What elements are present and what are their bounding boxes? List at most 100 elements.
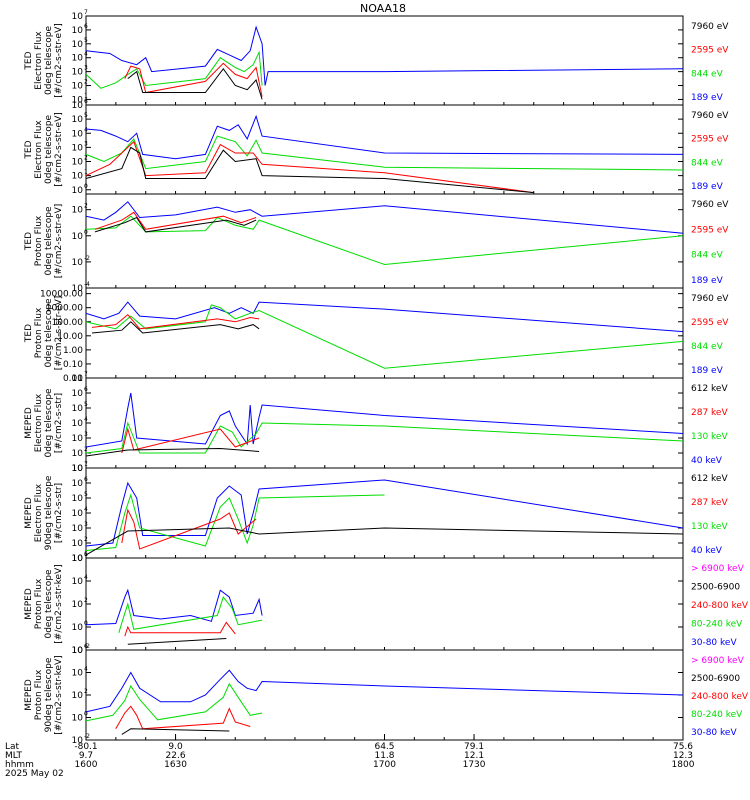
legend-entry: 80-240 keV: [691, 620, 743, 630]
y-axis-label-line: Proton Flux: [34, 669, 44, 720]
series-line-black: [91, 321, 260, 334]
series-line-blue: [86, 588, 263, 626]
legend-entry: 240-800 keV: [691, 601, 749, 611]
y-tick-exponent: 2: [84, 203, 88, 210]
series-group: [86, 114, 683, 194]
y-tick-exponent: 6: [84, 386, 88, 393]
y-tick-label: 10: [72, 40, 84, 50]
y-axis-label-line: [#/cm2-s-str-keV]: [54, 655, 64, 734]
y-tick-exponent: 1: [84, 92, 88, 99]
y-tick-label: 10: [72, 172, 84, 182]
y-tick-label: 10: [72, 449, 84, 459]
legend-entry: 80-240 keV: [691, 710, 743, 720]
series-line-blue: [86, 669, 683, 713]
y-tick-exponent: 0: [84, 229, 88, 236]
series-line-red: [124, 621, 236, 637]
legend-entry: 189 eV: [691, 182, 724, 192]
y-tick-label: 10: [72, 464, 84, 474]
y-axis-label-line: Proton Flux: [34, 578, 44, 629]
series-line-green: [86, 215, 683, 266]
y-tick-label: 10: [72, 12, 84, 22]
y-axis-label-line: [#/cm2-s-str-keV]: [54, 564, 64, 643]
y-tick-exponent: 3: [84, 65, 88, 72]
y-axis-label-line: 0deg telescope: [44, 298, 54, 368]
legend-entry: 30-80 keV: [691, 638, 737, 648]
y-tick-label: 10: [72, 669, 84, 679]
y-axis-label: MEPEDElectron Flux90deg telescope[#/cm2-…: [24, 475, 64, 550]
y-tick-label: 10: [72, 539, 84, 549]
y-tick-label: 10: [72, 115, 84, 125]
x-tick-lat: -80.1: [74, 742, 97, 752]
legend-entry: 189 eV: [691, 366, 724, 376]
legend-entry: 2500-6900: [691, 583, 740, 593]
series-group: [86, 392, 683, 457]
y-tick-exponent: 2: [84, 688, 88, 695]
series-line-green: [86, 421, 683, 454]
y-tick-label: 10: [72, 95, 84, 105]
legend-entry: 844 eV: [691, 251, 724, 261]
y-tick-label: 10: [72, 206, 84, 216]
y-tick-label: 10: [72, 434, 84, 444]
y-tick-label: 10: [72, 101, 84, 111]
y-tick-label: 10: [72, 26, 84, 36]
y-tick-label: 10: [72, 600, 84, 610]
y-tick-label: 10: [72, 389, 84, 399]
y-axis-label: MEPEDProton Flux0deg telescope[#/cm2-s-s…: [24, 564, 64, 643]
y-tick-label: 10: [72, 419, 84, 429]
series-line-green: [86, 493, 385, 551]
series-line-green: [86, 682, 263, 722]
series-line-black: [86, 146, 534, 194]
y-axis-label-line: [#/cm2-s-str-eV]: [54, 296, 64, 371]
series-line-red: [124, 62, 263, 97]
legend-entry: > 6900 keV: [691, 564, 745, 574]
y-axis-label-line: TED: [24, 51, 34, 70]
y-axis-label: TEDProton Flux0deg telescope[#/cm2-s-str…: [24, 296, 64, 371]
y-axis-label-line: Electron Flux: [34, 31, 44, 90]
series-line-red: [121, 427, 260, 454]
x-tick-hhmm: 1800: [672, 760, 695, 770]
y-axis-label-line: TED: [24, 140, 34, 159]
y-axis-label-line: MEPED: [24, 407, 34, 439]
y-axis-label-line: 0deg telescope: [44, 115, 54, 185]
x-tick-lat: 64.5: [374, 742, 394, 752]
x-row-label: MLT: [5, 751, 23, 761]
legend-entry: 2595 eV: [691, 135, 729, 145]
y-tick-label: 10: [72, 646, 84, 656]
x-tick-hhmm: 1730: [463, 760, 486, 770]
x-tick-mlt: 12.1: [464, 751, 484, 761]
y-tick-exponent: -2: [84, 733, 90, 740]
y-tick-exponent: 3: [84, 431, 88, 438]
series-line-blue: [86, 25, 683, 86]
series-group: [86, 588, 263, 645]
y-tick-label: 10: [72, 258, 84, 268]
legend-entry: > 6900 keV: [691, 656, 745, 666]
series-line-black: [86, 527, 683, 556]
y-tick-label: 10: [72, 509, 84, 519]
legend-entry: 2595 eV: [691, 225, 729, 235]
y-tick-exponent: 6: [84, 551, 88, 558]
series-line-green: [86, 50, 263, 89]
y-axis-label-line: [#/cm2-s-str-eV]: [54, 204, 64, 279]
y-tick-exponent: 2: [84, 155, 88, 162]
y-tick-label: 10: [72, 284, 84, 294]
y-tick-exponent: -2: [84, 643, 90, 650]
y-tick-exponent: 4: [84, 666, 88, 673]
y-tick-exponent: 2: [84, 446, 88, 453]
y-tick-label: 10: [72, 82, 84, 92]
y-axis-label-line: TED: [24, 232, 34, 251]
panel-frame: [85, 557, 684, 651]
legend-entry: 2595 eV: [691, 46, 729, 56]
y-tick-label: 10: [72, 158, 84, 168]
y-tick-exponent: 4: [84, 126, 88, 133]
y-tick-label: 1000.00: [46, 304, 83, 314]
y-tick-label: 10: [72, 524, 84, 534]
legend-entry: 287 keV: [691, 498, 728, 508]
legend-entry: 612 keV: [691, 384, 728, 394]
y-tick-exponent: 0: [84, 620, 88, 627]
y-tick-exponent: 6: [84, 98, 88, 105]
y-tick-exponent: 2: [84, 536, 88, 543]
